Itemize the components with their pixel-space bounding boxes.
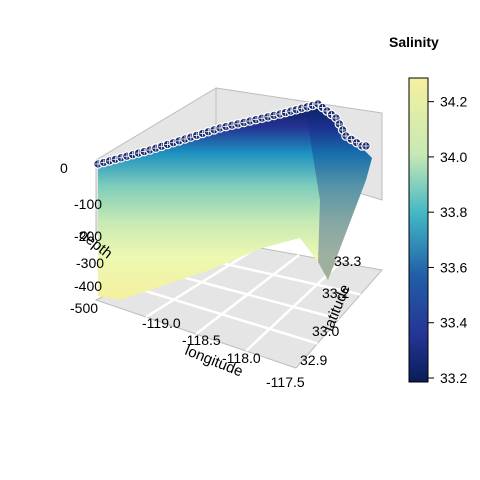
longitude-axis-ticks: -119.0-118.5-118.0 -117.5: [142, 315, 305, 390]
floor-gridline: [155, 268, 340, 321]
longitude-tick-label: -117.5: [266, 374, 305, 390]
legend-tick-label: 33.6: [440, 259, 467, 275]
legend-tick-label: 33.4: [440, 315, 467, 331]
latitude-axis-ticks: 32.9 33.0 33.2 33.3: [300, 253, 361, 368]
legend-title: Salinity: [389, 34, 439, 50]
latitude-tick-label: 33.2: [322, 285, 349, 301]
legend-tick-label: 33.8: [440, 204, 467, 220]
legend-ticks: 33.2 33.4 33.6 33.8 34.0 34.2: [428, 94, 467, 386]
color-legend: Salinity 33.2 33.4 33.6 33.8 34.0 34.2: [389, 34, 467, 386]
depth-tick-label: -300: [76, 255, 104, 271]
curtain-fold-shade: [306, 104, 372, 280]
depth-tick-label: -400: [74, 278, 102, 294]
floor-gridline: [245, 261, 342, 352]
curtain-surface: [98, 104, 372, 300]
latitude-tick-label: 33.3: [334, 253, 361, 269]
depth-tick-label: -200: [74, 228, 102, 244]
longitude-tick-label: -118.5: [182, 332, 221, 348]
legend-tick-label: 34.0: [440, 149, 467, 165]
longitude-tick-label: -118.0: [222, 350, 261, 366]
salinity-curtain: [98, 104, 372, 300]
depth-axis-ticks: 0 -100 -200 -300 -400 -500: [60, 160, 104, 316]
legend-tick-label: 34.2: [440, 94, 467, 110]
surface-markers: [93, 99, 371, 169]
depth-tick-label: -500: [70, 300, 98, 316]
latitude-tick-label: 32.9: [300, 352, 327, 368]
legend-tick-label: 33.2: [440, 370, 467, 386]
legend-colorbar: [408, 77, 429, 383]
depth-tick-label: -100: [74, 196, 102, 212]
surface-marker: [361, 141, 371, 151]
depth-tick-label: 0: [60, 160, 68, 176]
longitude-tick-label: -119.0: [142, 315, 181, 331]
latitude-tick-label: 33.0: [312, 323, 339, 339]
